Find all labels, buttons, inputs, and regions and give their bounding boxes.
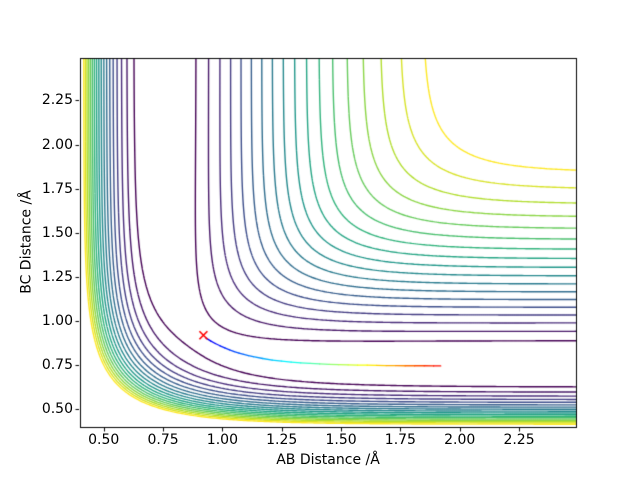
x-tick-label: 2.00 <box>444 432 476 448</box>
y-tick-label: 1.75 <box>41 180 73 197</box>
y-tick-label: 2.00 <box>41 136 73 153</box>
x-tick-label: 2.25 <box>503 432 535 448</box>
y-tick-label: 1.00 <box>41 313 73 330</box>
x-axis-label: AB Distance /Å <box>276 452 380 468</box>
x-tick-label: 0.50 <box>88 432 120 448</box>
x-tick-label: 1.50 <box>325 432 357 448</box>
y-tick-label: 1.50 <box>41 224 73 241</box>
x-tick-label: 1.00 <box>206 432 238 448</box>
y-tick-label: 2.25 <box>41 92 73 109</box>
y-axis-label: BC Distance /Å <box>18 190 35 294</box>
x-tick-label: 1.75 <box>384 432 416 448</box>
y-tick-label: 0.50 <box>41 401 73 418</box>
y-tick-label: 0.75 <box>41 357 73 374</box>
x-tick-label: 0.75 <box>147 432 179 448</box>
x-tick-label: 1.25 <box>266 432 298 448</box>
y-tick-label: 1.25 <box>41 268 73 285</box>
